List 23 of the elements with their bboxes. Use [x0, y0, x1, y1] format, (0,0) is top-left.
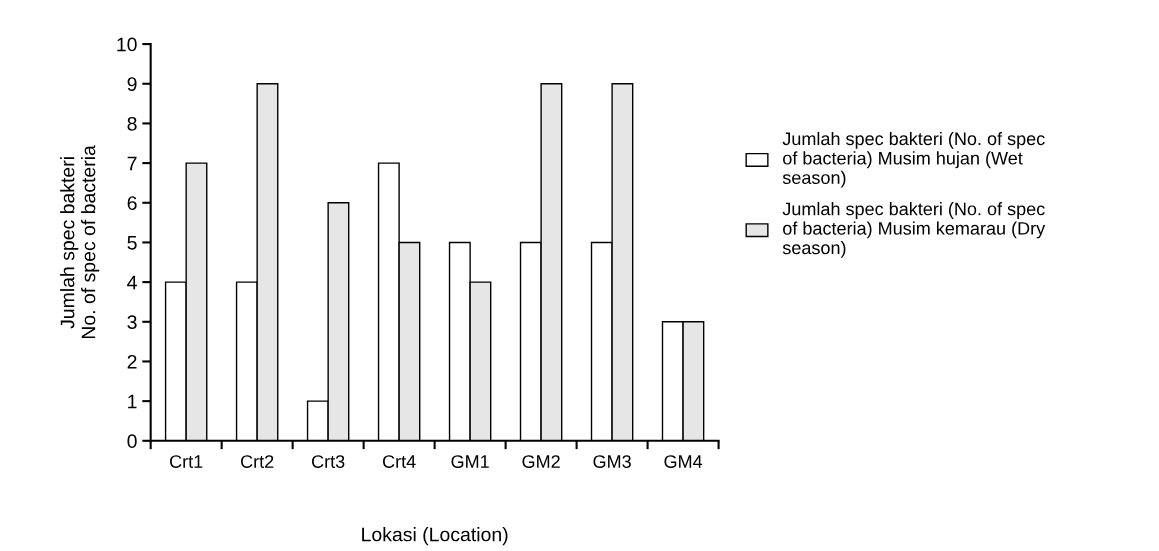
x-axis-title: Lokasi (Location)	[362, 527, 508, 546]
x-tick-label: Crt1	[170, 455, 203, 468]
x-tick-label: GM4	[664, 455, 703, 468]
y-tick-label: 4	[127, 275, 137, 290]
y-tick-label: 0	[127, 434, 137, 449]
x-tick-label: Crt3	[312, 455, 345, 468]
y-tick-label: 7	[127, 156, 137, 171]
y-tick-label: 10	[117, 37, 137, 52]
x-tick-label: GM2	[522, 455, 560, 468]
x-tick-label: GM3	[593, 455, 631, 468]
y-tick-label: 1	[128, 394, 137, 409]
y-tick-label: 8	[127, 116, 137, 131]
x-tick-label: Crt2	[241, 455, 274, 468]
y-tick-label: 6	[127, 196, 137, 210]
legend-label: Jumlah spec bakteri (No. of spec of bacteria) Musim hujan (Wet season)	[782, 131, 1045, 188]
y-tick-label: 5	[127, 236, 137, 250]
x-tick-label: Crt4	[382, 455, 416, 468]
y-tick-label: 3	[127, 315, 137, 330]
legend-label: Jumlah spec bakteri (No. of spec of bacteria) Musim kemarau (Dry season)	[782, 202, 1046, 258]
x-tick-label: GM1	[451, 455, 489, 468]
y-axis-title: Jumlah spec bakteri No. of spec of bacteria	[60, 145, 100, 339]
y-tick-label: 2	[127, 354, 137, 369]
y-tick-label: 9	[127, 77, 137, 91]
